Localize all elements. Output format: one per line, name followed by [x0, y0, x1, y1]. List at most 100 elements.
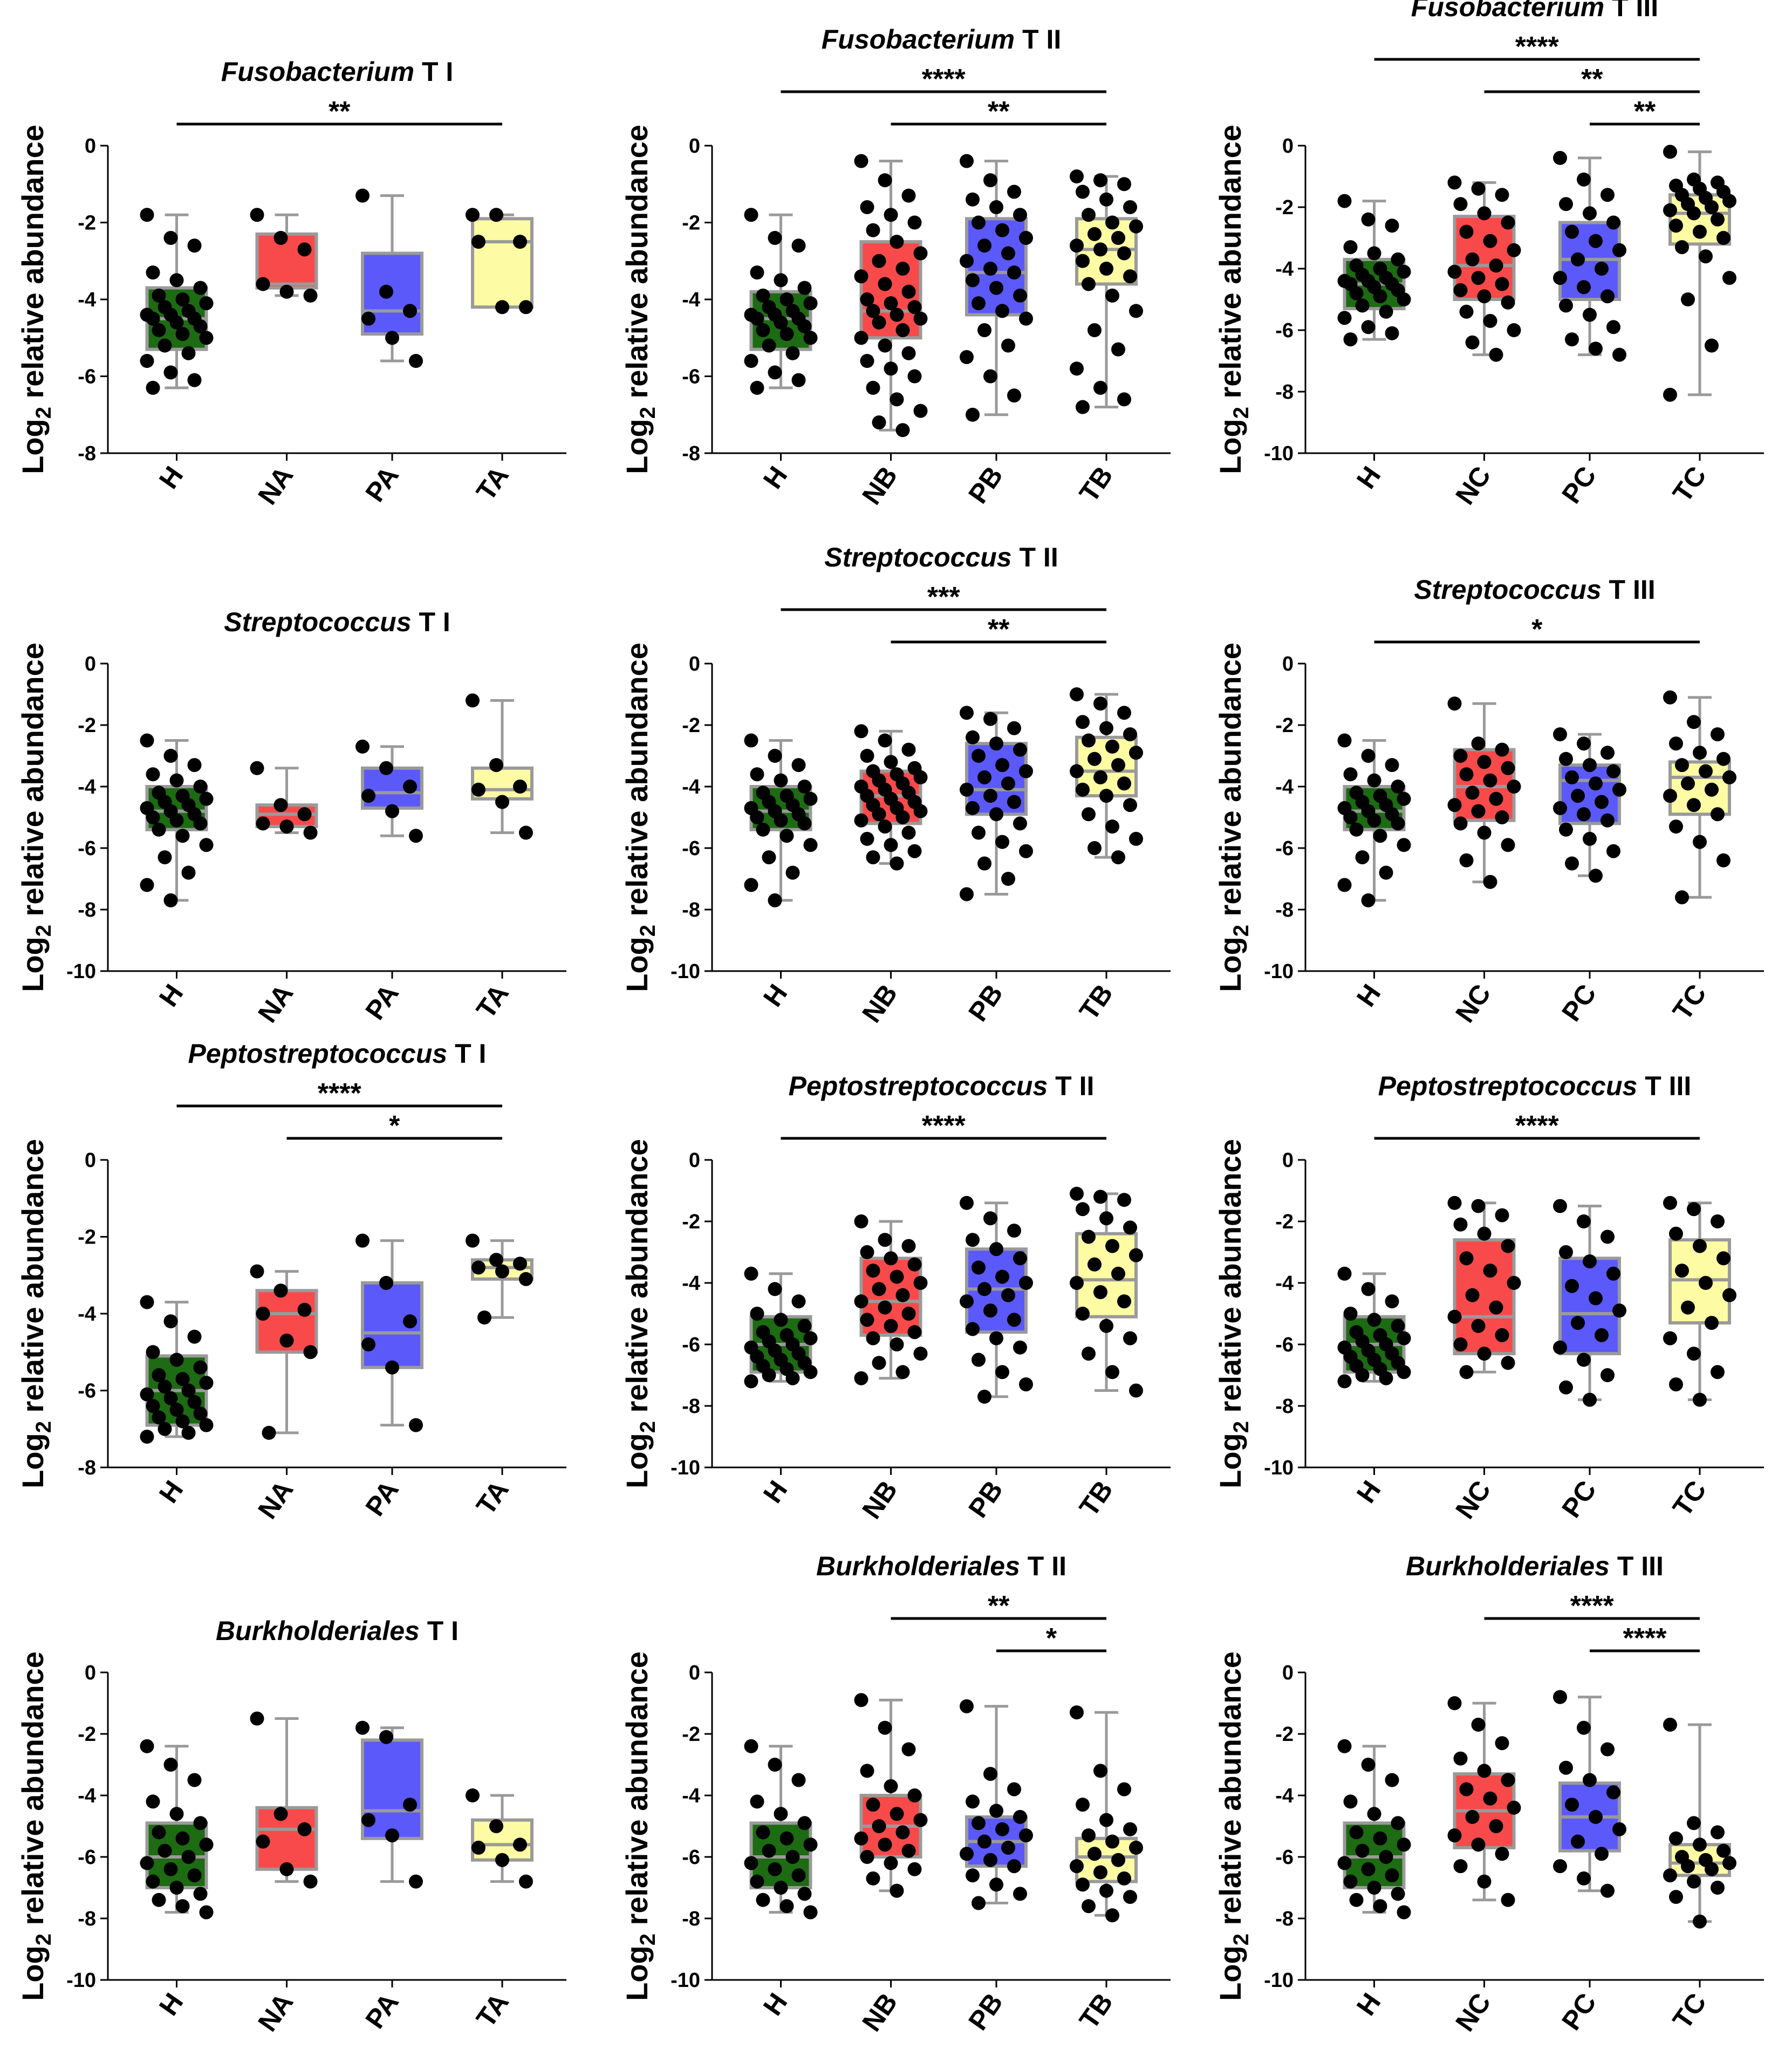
data-point [1013, 1251, 1027, 1266]
data-point [193, 1360, 208, 1375]
data-point [1559, 298, 1573, 313]
data-point [175, 327, 190, 341]
data-point [1070, 1276, 1084, 1290]
data-point [779, 829, 794, 843]
data-point [1711, 212, 1725, 227]
data-point [774, 315, 788, 330]
data-point [1105, 215, 1119, 230]
box-PA [355, 188, 423, 368]
data-point [1082, 277, 1096, 291]
data-point [158, 1379, 172, 1394]
data-point [966, 192, 980, 207]
data-point [989, 807, 1003, 822]
data-point [750, 1794, 764, 1809]
data-point [1483, 1263, 1497, 1278]
data-point [146, 311, 160, 326]
box-NC [1447, 696, 1521, 889]
data-point [1007, 388, 1021, 403]
data-point [379, 1276, 393, 1290]
data-point [175, 1372, 190, 1386]
data-point [140, 878, 154, 892]
data-point [1501, 215, 1515, 230]
data-point [1669, 819, 1683, 834]
data-point [1477, 206, 1492, 221]
data-point [1117, 1782, 1131, 1797]
data-point [1019, 1828, 1033, 1843]
data-point [1001, 872, 1015, 886]
data-point [1722, 194, 1736, 208]
data-point [960, 1847, 974, 1861]
data-point [1501, 295, 1515, 310]
data-point [1716, 853, 1731, 868]
data-point [385, 1360, 399, 1375]
data-point [471, 1840, 485, 1855]
data-point [1093, 1190, 1107, 1204]
data-point [181, 1425, 196, 1440]
data-point [1111, 758, 1125, 773]
data-point [972, 1896, 986, 1910]
data-point [163, 749, 178, 763]
y-tick-label: -6 [682, 837, 700, 860]
data-point [872, 1356, 886, 1370]
data-point [1093, 242, 1107, 257]
data-point [872, 1819, 886, 1833]
data-point [169, 1807, 184, 1821]
data-point [960, 1699, 974, 1713]
data-point [791, 1294, 806, 1309]
y-tick-label: -10 [1264, 960, 1294, 983]
significance-label: ** [1634, 96, 1656, 127]
data-point [403, 780, 417, 794]
data-point [513, 780, 527, 794]
y-axis-label-base: Log [1213, 1945, 1247, 2001]
box-PA [355, 739, 423, 843]
data-point [1007, 795, 1021, 809]
data-point [797, 1816, 812, 1830]
data-point [1553, 1340, 1567, 1355]
data-point [983, 1767, 997, 1781]
x-category-label: H [757, 461, 794, 494]
data-point [1076, 782, 1090, 797]
panel-pepto-t3: Peptostreptococcus T III Log2 relative ab… [1213, 1071, 1764, 1524]
data-point [163, 365, 178, 380]
box-PB [960, 154, 1033, 422]
data-point [152, 1893, 166, 1907]
panel-title-taxon: Peptostreptococcus [1378, 1071, 1638, 1101]
data-point [1082, 1347, 1096, 1361]
data-point [972, 825, 986, 840]
y-tick-label: -2 [682, 1723, 700, 1746]
data-point [140, 1387, 154, 1402]
data-point [1711, 1825, 1725, 1840]
panel-title-taxon: Streptococcus [1414, 575, 1601, 605]
y-axis-label-base: Log [620, 419, 654, 474]
data-point [489, 208, 503, 222]
y-axis-label: Log2 relative abundance [16, 125, 56, 474]
data-point [884, 1319, 898, 1333]
data-point [1129, 746, 1143, 760]
data-point [797, 1319, 812, 1333]
data-point [1117, 706, 1131, 720]
data-point [250, 1264, 264, 1279]
data-point [1111, 850, 1125, 865]
data-point [466, 1788, 480, 1802]
data-point [983, 1211, 997, 1226]
data-point [791, 373, 806, 387]
data-point [901, 346, 916, 360]
data-point [1459, 1251, 1474, 1266]
data-point [1663, 789, 1677, 803]
data-point [750, 1874, 764, 1889]
y-axis-label-base: Log [620, 937, 654, 992]
y-axis-label-base: Log [1213, 419, 1247, 474]
y-tick-label: 0 [1282, 135, 1294, 158]
data-point [768, 893, 782, 907]
box-PC [1553, 727, 1626, 883]
panel-title-taxon: Fusobacterium [822, 24, 1015, 54]
box-H [140, 1739, 214, 1920]
data-point [756, 323, 770, 337]
data-point [279, 284, 294, 299]
data-point [785, 1850, 800, 1864]
data-point [860, 1313, 874, 1327]
data-point [1565, 770, 1579, 784]
data-point [279, 1862, 294, 1876]
y-axis-label-rest: relative abundance [620, 1139, 654, 1421]
data-point [1391, 780, 1405, 794]
